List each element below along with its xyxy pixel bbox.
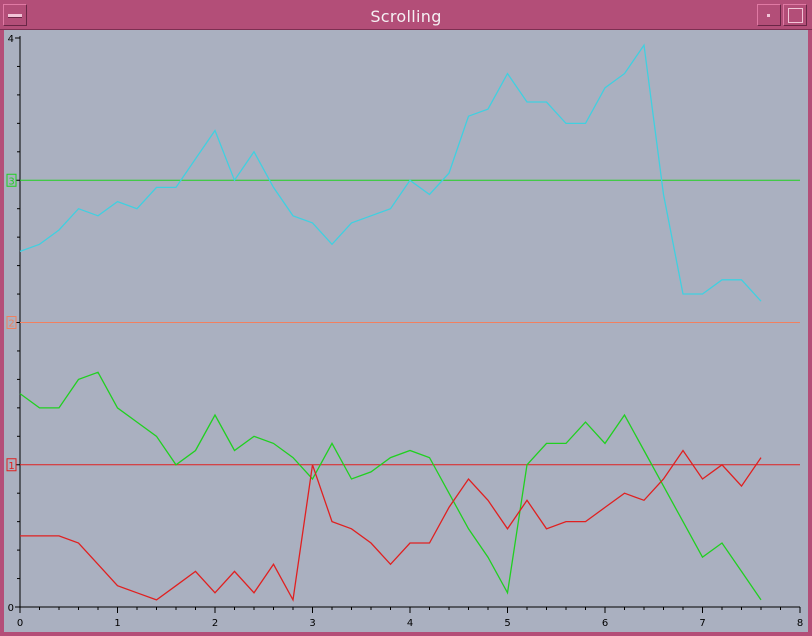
line-chart: 01234567801234123 [6,34,803,629]
x-tick-label: 5 [504,618,510,629]
marker-tag-3 [6,173,17,187]
x-tick-label: 7 [699,618,705,629]
series-line-2 [19,371,762,601]
marker-tag-1 [6,458,17,472]
plot-area: 01234567801234123 [4,30,808,632]
series-line-3 [20,449,762,602]
window-menu-button[interactable] [3,4,27,26]
x-tick-label: 8 [797,618,803,629]
y-tick-label: 4 [8,34,14,45]
maximize-icon [788,8,803,23]
marker-label-1: 1 [8,461,14,472]
maximize-button[interactable] [783,4,807,26]
x-tick-label: 0 [17,618,23,629]
title-bar[interactable]: Scrolling [0,0,812,30]
x-tick-label: 3 [309,618,315,629]
minimize-button[interactable] [757,4,781,26]
x-tick-label: 2 [212,618,218,629]
y-tick-label: 0 [8,603,14,614]
window-menu-icon [8,14,22,18]
marker-tag-2 [6,316,17,329]
marker-label-2: 2 [8,319,14,330]
window-title: Scrolling [370,7,442,26]
x-tick-label: 6 [602,618,608,629]
minimize-icon [767,14,770,17]
x-tick-label: 1 [114,618,120,629]
series-line-1 [19,43,762,302]
marker-label-3: 3 [8,176,14,187]
x-tick-label: 4 [407,618,413,629]
